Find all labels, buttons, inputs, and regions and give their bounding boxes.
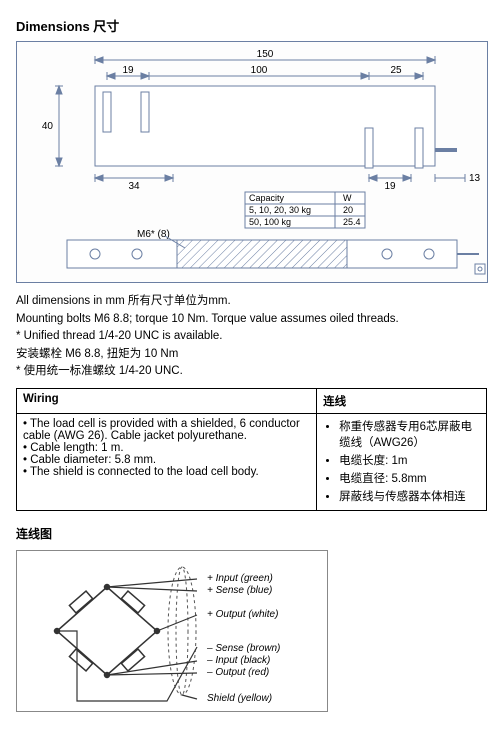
- note-line: Mounting bolts M6 8.8; torque 10 Nm. Tor…: [16, 312, 487, 328]
- dim-19-bottom: 19: [384, 181, 396, 192]
- wiring-right-line: 称重传感器专用6芯屏蔽电缆线（AWG26）: [339, 418, 480, 450]
- dim-25: 25: [390, 65, 402, 76]
- wiring-right-line: 屏蔽线与传感器本体相连: [339, 488, 480, 504]
- svg-text:50, 100 kg: 50, 100 kg: [249, 217, 291, 227]
- wiring-diagram-title: 连线图: [16, 525, 487, 542]
- dim-13: 13: [469, 173, 481, 184]
- wiring-left-line: • Cable length: 1 m.: [23, 442, 310, 454]
- svg-text:25.4: 25.4: [343, 217, 361, 227]
- side-view: [67, 240, 485, 274]
- wiring-table: Wiring 连线 • The load cell is provided wi…: [16, 388, 487, 511]
- wiring-diagram: + Input (green) + Sense (blue) + Output …: [16, 550, 328, 712]
- svg-text:– Input (black): – Input (black): [206, 655, 270, 666]
- note-line: * 使用统一标准螺纹 1/4-20 UNC.: [16, 364, 487, 380]
- note-line: 安装螺栓 M6 8.8, 扭矩为 10 Nm: [16, 347, 487, 363]
- dim-40: 40: [42, 121, 54, 132]
- dim-34: 34: [128, 181, 140, 192]
- wiring-header-cn: 连线: [317, 388, 487, 413]
- dimensions-drawing: 150 19 100 25 40: [16, 41, 488, 283]
- wiring-right-cell: 称重传感器专用6芯屏蔽电缆线（AWG26） 电缆长度: 1m 电缆直径: 5.8…: [317, 413, 487, 510]
- wiring-header-en: Wiring: [17, 388, 317, 413]
- dim-150: 150: [257, 49, 274, 60]
- svg-text:5, 10, 20, 30 kg: 5, 10, 20, 30 kg: [249, 205, 311, 215]
- wiring-left-line: • The shield is connected to the load ce…: [23, 466, 310, 478]
- wiring-right-line: 电缆长度: 1m: [339, 452, 480, 468]
- dimensions-title: Dimensions 尺寸: [16, 16, 487, 35]
- wiring-left-cell: • The load cell is provided with a shiel…: [17, 413, 317, 510]
- svg-text:Capacity: Capacity: [249, 193, 285, 203]
- svg-text:+ Input (green): + Input (green): [207, 573, 273, 584]
- svg-text:– Output (red): – Output (red): [206, 667, 269, 678]
- dim-19-top: 19: [122, 65, 134, 76]
- wiring-left-line: • Cable diameter: 5.8 mm.: [23, 454, 310, 466]
- capacity-table: Capacity W 5, 10, 20, 30 kg 20 50, 100 k…: [245, 192, 365, 228]
- m6-label: M6* (8): [137, 229, 170, 240]
- svg-text:– Sense (brown): – Sense (brown): [206, 643, 280, 654]
- svg-text:+ Output (white): + Output (white): [207, 609, 278, 620]
- svg-text:W: W: [343, 193, 352, 203]
- wiring-right-line: 电缆直径: 5.8mm: [339, 470, 480, 486]
- svg-text:Shield (yellow): Shield (yellow): [207, 693, 272, 704]
- dim-100: 100: [251, 65, 268, 76]
- svg-text:20: 20: [343, 205, 353, 215]
- dimension-notes: All dimensions in mm 所有尺寸单位为mm. Mounting…: [16, 294, 487, 380]
- note-line: All dimensions in mm 所有尺寸单位为mm.: [16, 294, 487, 310]
- wiring-left-line: • The load cell is provided with a shiel…: [23, 418, 310, 442]
- note-line: * Unified thread 1/4-20 UNC is available…: [16, 329, 487, 345]
- svg-text:+ Sense (blue): + Sense (blue): [207, 585, 272, 596]
